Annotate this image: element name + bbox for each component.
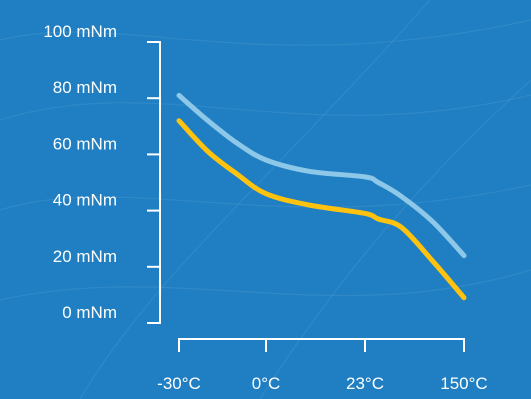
series-line-2 — [176, 118, 467, 301]
x-tick-label: 23°C — [346, 374, 384, 393]
x-tick-label: -30°C — [157, 374, 201, 393]
background-stroke — [0, 269, 531, 301]
y-tick-label: 40 mNm — [53, 191, 117, 210]
y-tick-label: 60 mNm — [53, 134, 117, 153]
y-tick-label: 0 mNm — [62, 303, 117, 322]
x-tick-label: 0°C — [252, 374, 281, 393]
series-line-1 — [176, 92, 467, 259]
y-tick-label: 80 mNm — [53, 78, 117, 97]
series-group — [176, 92, 467, 301]
axes: 0 mNm 20 mNm 40 mNm 60 mNm 80 mNm 100 mNm -30°… — [43, 22, 487, 393]
y-tick-label: 100 mNm — [43, 22, 117, 41]
background-stroke — [259, 79, 531, 399]
background-stroke — [0, 184, 531, 211]
background-stroke — [0, 19, 531, 46]
x-tick-label: 150°C — [440, 374, 487, 393]
y-tick-label: 20 mNm — [53, 247, 117, 266]
background-stroke — [79, 0, 431, 399]
background-stroke — [0, 94, 531, 121]
